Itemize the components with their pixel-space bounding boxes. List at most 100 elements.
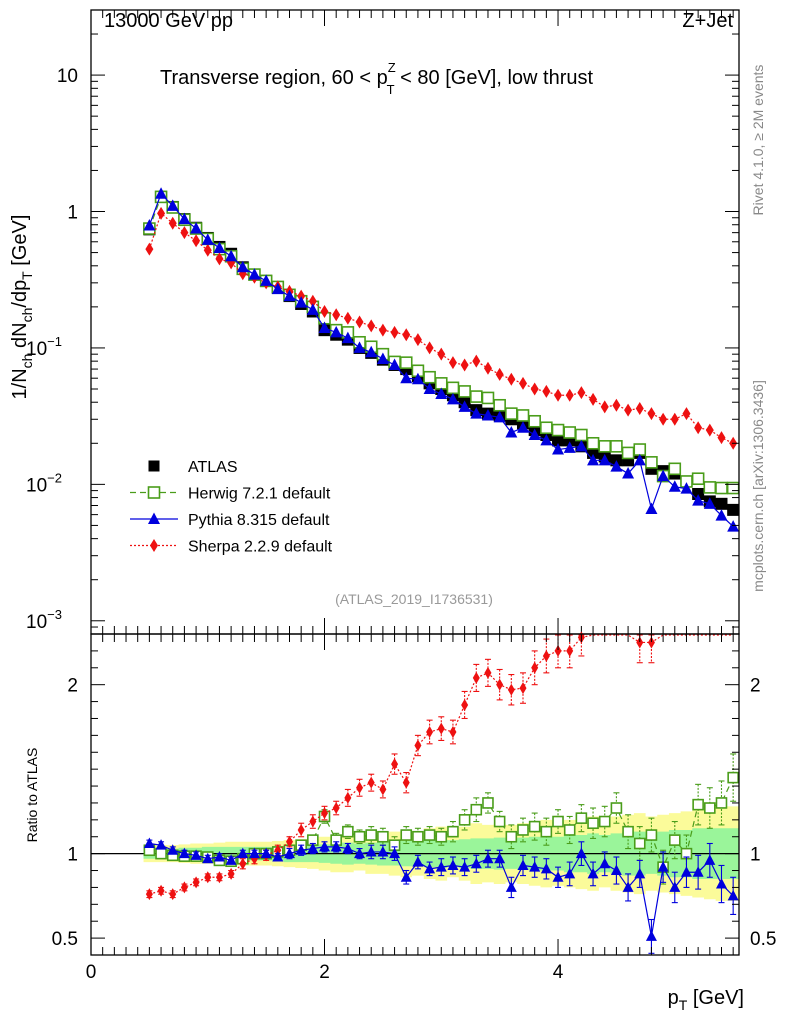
main-point-0 (552, 434, 565, 447)
ratio-point-3 (309, 815, 317, 828)
main-point-3 (355, 315, 364, 329)
ratio-point-2 (167, 844, 179, 855)
main-point-1 (645, 456, 658, 469)
ratio-point-3 (297, 823, 305, 836)
ratio-point-1 (552, 815, 564, 828)
ratio-point-2 (622, 881, 634, 892)
legend-entry-0: ATLAS (148, 459, 238, 476)
main-point-2 (365, 345, 378, 358)
ratio-point-2 (225, 854, 237, 865)
ratio-point-2 (178, 847, 190, 859)
ratio-point-1 (435, 830, 448, 843)
ratio-point-2 (505, 881, 517, 892)
main-point-3 (483, 361, 492, 375)
main-point-2 (411, 372, 424, 385)
ratio-point-2 (272, 851, 284, 862)
main-point-1 (610, 440, 623, 453)
main-point-2 (166, 199, 179, 211)
legend-marker-2 (148, 512, 160, 524)
main-point-2 (353, 341, 366, 353)
main-point-3 (367, 319, 376, 333)
ratio-point-1 (377, 830, 389, 843)
main-point-3 (519, 376, 527, 390)
ylabel-part-c-sub: T (19, 271, 35, 280)
ratio-point-2 (715, 878, 727, 889)
ratio-point-2 (482, 852, 494, 864)
ratio-point-3 (227, 867, 235, 880)
main-ylabel: 1/Nch dNch/dpT [GeV] (9, 215, 35, 400)
ratio-point-3 (204, 871, 212, 884)
main-point-1 (540, 421, 553, 435)
ratio-point-1 (622, 825, 634, 838)
ratio-point-2 (669, 881, 681, 892)
main-point-1 (668, 462, 682, 476)
main-point-2 (155, 187, 168, 199)
xlabel-part-a-sub: T (679, 997, 688, 1013)
main-point-2 (248, 268, 261, 280)
main-point-2 (213, 241, 226, 254)
ratio-point-2 (692, 866, 704, 877)
ratio-point-1 (727, 771, 739, 784)
main-point-3 (624, 403, 633, 417)
ratio-ytick-label-left: 0.5 (52, 929, 78, 950)
main-point-2 (622, 467, 635, 479)
ratio-point-1 (610, 802, 623, 814)
main-point-2 (493, 410, 506, 423)
main-point-3 (203, 243, 212, 257)
main-point-2 (225, 249, 238, 262)
ratio-ylabel: Ratio to ATLAS (24, 748, 40, 843)
ratio-point-2 (283, 847, 295, 859)
ratio-point-2 (365, 845, 377, 857)
main-point-2 (540, 433, 553, 446)
main-point-2 (633, 453, 646, 466)
main-point-0 (715, 497, 728, 510)
legend-label-3: Sherpa 2.2.9 default (188, 539, 333, 556)
ratio-point-1 (400, 829, 413, 841)
ratio-point-3 (215, 871, 223, 884)
main-point-2 (341, 331, 354, 344)
main-point-2 (271, 282, 284, 295)
main-point-2 (423, 382, 436, 395)
ratio-point-3 (437, 722, 445, 735)
main-point-3 (495, 367, 504, 381)
ratio-point-2 (680, 866, 692, 877)
main-point-2 (318, 321, 331, 333)
main-point-2 (190, 222, 203, 234)
ratio-point-2 (529, 861, 541, 872)
main-point-3 (612, 398, 621, 412)
ratio-point-3 (391, 758, 399, 771)
ratio-frame (90, 633, 740, 956)
main-point-0 (727, 503, 740, 516)
main-point-2 (470, 407, 483, 419)
ratio-ytick-label-right: 2 (750, 676, 761, 697)
ratio-point-2 (248, 847, 260, 859)
main-point-1 (458, 385, 471, 398)
main-point-2 (435, 387, 448, 399)
ratio-point-3 (367, 776, 375, 789)
main-point-3 (157, 206, 166, 220)
legend-label-1: Herwig 7.2.1 default (188, 486, 331, 503)
ratio-point-1 (470, 803, 483, 816)
ratio-ytick-label-left: 2 (67, 676, 78, 697)
ratio-point-3 (566, 644, 574, 657)
main-point-3 (448, 356, 457, 370)
main-point-1 (516, 409, 530, 422)
main-title: Transverse region, 60 < pZ T < 80 [GeV], … (160, 60, 593, 97)
ratio-point-2 (447, 859, 459, 870)
main-point-1 (621, 446, 635, 460)
main-point-2 (657, 469, 670, 482)
main-point-3 (145, 242, 154, 256)
legend-entry-1: Herwig 7.2.1 default (130, 486, 331, 503)
ratio-point-3 (169, 888, 177, 901)
ratio-point-3 (321, 807, 329, 820)
ratio-point-1 (692, 798, 704, 811)
ratio-point-3 (472, 671, 480, 684)
main-point-2 (610, 460, 623, 472)
main-point-3 (589, 392, 598, 406)
main-point-3 (378, 323, 387, 337)
ratio-point-1 (458, 814, 471, 826)
main-point-3 (635, 401, 644, 415)
ratio-point-3 (414, 739, 422, 752)
ratio-point-2 (330, 840, 342, 852)
ratio-point-3 (531, 661, 539, 674)
